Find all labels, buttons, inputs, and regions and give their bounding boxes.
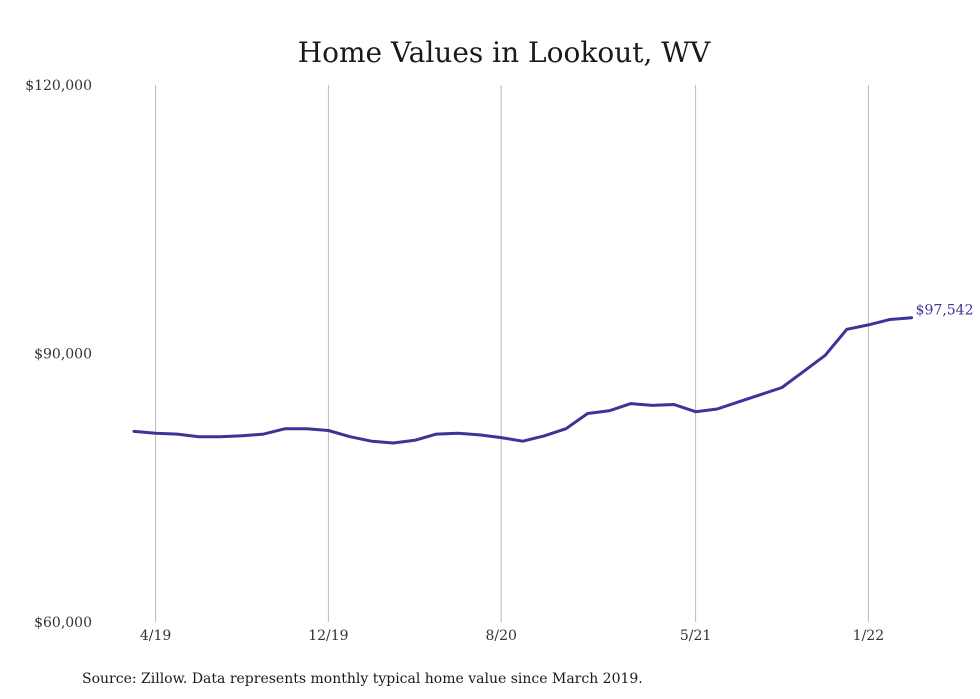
source-note: Source: Zillow. Data represents monthly … <box>82 671 643 687</box>
series-line <box>132 316 914 445</box>
x-tick-label: 12/19 <box>308 628 348 644</box>
x-tick-label: 1/22 <box>853 628 884 644</box>
end-value-label: $97,542 <box>916 303 974 319</box>
x-axis-ticks: 4/19 12/19 8/20 5/21 1/22 <box>140 628 884 644</box>
y-axis-ticks: $120,000 $90,000 $60,000 <box>25 78 92 631</box>
x-tick-label: 8/20 <box>485 628 516 644</box>
chart-title: Home Values in Lookout, WV <box>298 36 711 69</box>
y-tick-label: $90,000 <box>34 347 92 363</box>
series-home-value <box>132 316 914 445</box>
y-tick-label: $60,000 <box>34 615 92 631</box>
x-tick-label: 4/19 <box>140 628 171 644</box>
gridlines <box>155 85 869 622</box>
x-tick-label: 5/21 <box>680 628 711 644</box>
data-labels: $97,542 <box>916 303 974 319</box>
y-tick-label: $120,000 <box>25 78 92 94</box>
